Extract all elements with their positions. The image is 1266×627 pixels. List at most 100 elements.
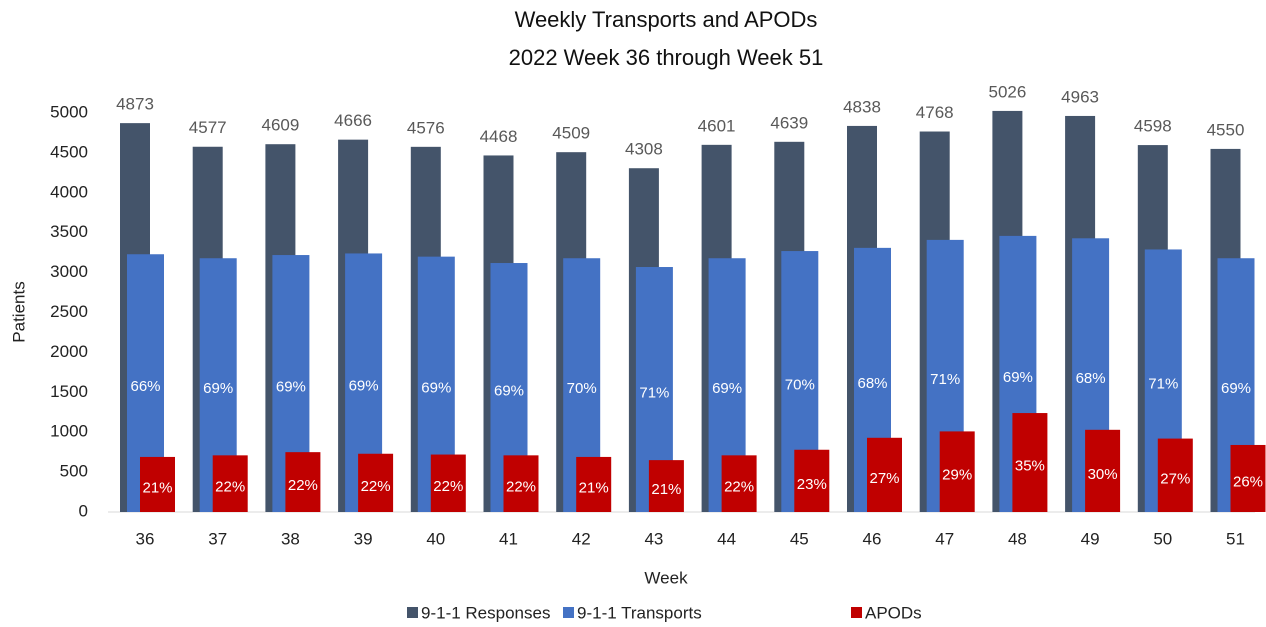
legend-label: 9-1-1 Transports xyxy=(577,603,702,622)
bar xyxy=(140,456,175,512)
value-label: 4550 xyxy=(1207,120,1245,139)
legend-swatch xyxy=(407,607,418,618)
value-label: 4666 xyxy=(334,111,372,130)
y-tick-label: 1000 xyxy=(50,422,88,441)
x-tick-label: 36 xyxy=(136,529,155,548)
x-tick-label: 51 xyxy=(1226,529,1245,548)
percent-label: 71% xyxy=(930,371,960,388)
bar xyxy=(648,460,684,512)
chart-subtitle: 2022 Week 36 through Week 51 xyxy=(509,45,824,70)
percent-label: 70% xyxy=(785,376,815,393)
x-tick-label: 49 xyxy=(1081,529,1100,548)
x-tick-label: 42 xyxy=(572,529,591,548)
y-tick-label: 0 xyxy=(79,501,88,520)
percent-label: 69% xyxy=(203,380,233,397)
y-tick-label: 2000 xyxy=(50,342,88,361)
percent-label: 22% xyxy=(288,477,318,494)
y-tick-label: 4000 xyxy=(50,182,88,201)
percent-label: 21% xyxy=(579,479,609,496)
chart-title: Weekly Transports and APODs xyxy=(515,7,818,32)
percent-label: 71% xyxy=(1148,376,1178,393)
x-tick-label: 44 xyxy=(717,529,736,548)
value-label: 4963 xyxy=(1061,87,1099,106)
percent-label: 27% xyxy=(869,470,899,487)
bar xyxy=(721,455,757,512)
percent-label: 29% xyxy=(942,467,972,484)
percent-label: 68% xyxy=(1076,370,1106,387)
value-label: 4873 xyxy=(116,95,154,114)
x-tick-label: 38 xyxy=(281,529,300,548)
value-label: 4576 xyxy=(407,118,445,137)
percent-label: 69% xyxy=(1003,369,1033,386)
percent-label: 66% xyxy=(130,378,160,395)
x-tick-label: 48 xyxy=(1008,529,1027,548)
percent-label: 69% xyxy=(494,382,524,399)
bar xyxy=(430,454,466,512)
value-label: 4768 xyxy=(916,103,954,122)
y-tick-label: 3000 xyxy=(50,262,88,281)
value-label: 4598 xyxy=(1134,117,1172,136)
percent-label: 22% xyxy=(361,478,391,495)
y-axis-title: Patients xyxy=(9,281,28,342)
percent-label: 26% xyxy=(1233,473,1263,490)
bar xyxy=(1085,429,1121,512)
bar xyxy=(285,452,321,512)
percent-label: 69% xyxy=(1221,380,1251,397)
y-tick-label: 4500 xyxy=(50,142,88,161)
percent-label: 69% xyxy=(276,378,306,395)
x-tick-label: 45 xyxy=(790,529,809,548)
percent-label: 23% xyxy=(797,476,827,493)
percent-label: 21% xyxy=(142,479,172,496)
x-tick-label: 39 xyxy=(354,529,373,548)
x-tick-label: 50 xyxy=(1153,529,1172,548)
x-axis-title: Week xyxy=(644,568,688,587)
legend-swatch xyxy=(851,607,862,618)
legend-label: 9-1-1 Responses xyxy=(421,603,550,622)
percent-label: 30% xyxy=(1088,466,1118,483)
percent-label: 21% xyxy=(651,481,681,498)
x-tick-label: 40 xyxy=(426,529,445,548)
x-tick-label: 41 xyxy=(499,529,518,548)
bar xyxy=(867,437,902,512)
percent-label: 68% xyxy=(857,375,887,392)
x-tick-label: 43 xyxy=(644,529,663,548)
percent-label: 69% xyxy=(349,378,379,395)
bar xyxy=(1157,438,1193,512)
bar xyxy=(794,449,830,512)
y-tick-label: 500 xyxy=(60,462,88,481)
percent-label: 35% xyxy=(1015,457,1045,474)
y-tick-label: 1500 xyxy=(50,382,88,401)
value-label: 4577 xyxy=(189,118,227,137)
legend-label: APODs xyxy=(865,603,922,622)
bar xyxy=(358,453,394,512)
y-tick-label: 5000 xyxy=(50,102,88,121)
percent-label: 69% xyxy=(712,380,742,397)
percent-label: 22% xyxy=(506,479,536,496)
value-label: 4838 xyxy=(843,97,881,116)
bar xyxy=(1230,444,1266,512)
percent-label: 22% xyxy=(433,478,463,495)
value-label: 4609 xyxy=(261,116,299,135)
value-label: 5026 xyxy=(988,82,1026,101)
y-tick-label: 3500 xyxy=(50,222,88,241)
value-label: 4639 xyxy=(770,113,808,132)
value-label: 4308 xyxy=(625,140,663,159)
x-tick-label: 37 xyxy=(208,529,227,548)
bar xyxy=(503,455,539,512)
percent-label: 22% xyxy=(215,479,245,496)
bar xyxy=(939,431,975,512)
percent-label: 71% xyxy=(639,384,669,401)
value-label: 4509 xyxy=(552,124,590,143)
percent-label: 69% xyxy=(421,379,451,396)
bar xyxy=(576,456,612,512)
percent-label: 70% xyxy=(567,380,597,397)
value-label: 4601 xyxy=(698,116,736,135)
x-tick-label: 47 xyxy=(935,529,954,548)
value-label: 4468 xyxy=(480,127,518,146)
x-tick-label: 46 xyxy=(863,529,882,548)
percent-label: 27% xyxy=(1160,470,1190,487)
legend-swatch xyxy=(563,607,574,618)
bar xyxy=(212,455,248,512)
y-tick-label: 2500 xyxy=(50,302,88,321)
